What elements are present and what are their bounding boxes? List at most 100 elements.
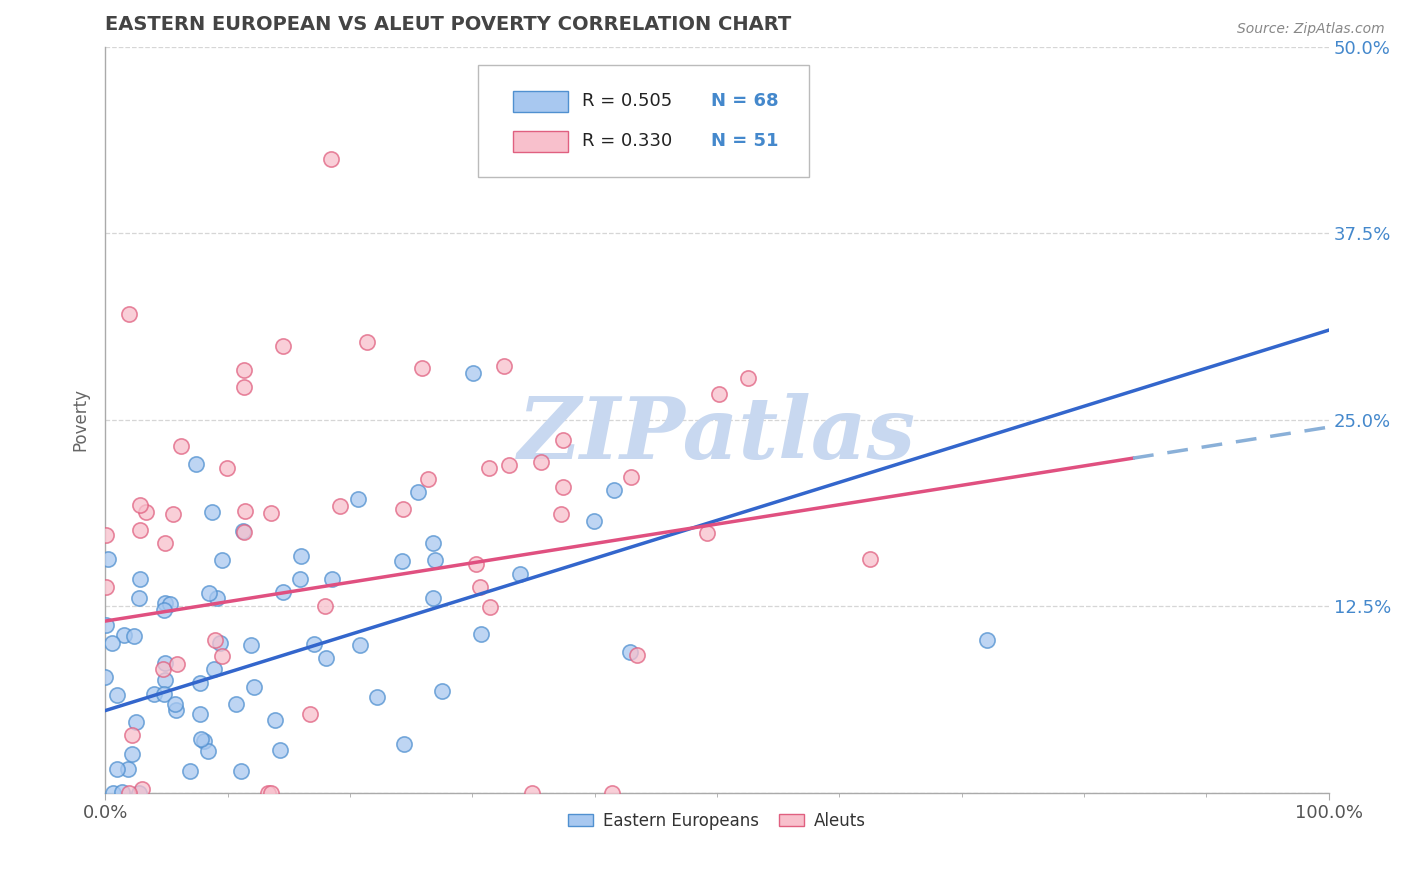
Point (479, 600, 502, 615)
Point (461, 367, 484, 381)
Point (321, 152, 343, 166)
Point (111, 785, 134, 799)
Point (582, 515, 605, 529)
Point (600, 786, 623, 800)
Point (128, 591, 150, 606)
Point (425, 552, 447, 566)
Point (166, 657, 188, 672)
Point (366, 690, 388, 704)
Point (859, 552, 882, 566)
Point (129, 498, 152, 512)
Text: Source: ZipAtlas.com: Source: ZipAtlas.com (1237, 22, 1385, 37)
Point (105, 688, 128, 702)
Point (197, 586, 219, 600)
Point (155, 535, 177, 549)
Point (264, 714, 287, 728)
Point (550, 507, 572, 521)
Point (243, 680, 266, 694)
Point (193, 734, 215, 748)
Point (271, 584, 294, 599)
Point (105, 762, 128, 776)
Text: N = 51: N = 51 (711, 132, 779, 151)
Point (416, 472, 439, 486)
Point (260, 506, 283, 520)
Point (135, 505, 157, 519)
Point (347, 491, 370, 506)
Point (96, 580, 118, 594)
Point (509, 567, 531, 582)
Point (406, 484, 429, 499)
Point (290, 549, 312, 563)
Point (215, 461, 238, 475)
Point (422, 591, 444, 606)
FancyBboxPatch shape (513, 91, 568, 112)
Point (422, 536, 444, 550)
Point (298, 706, 321, 721)
Point (153, 656, 176, 670)
Point (232, 379, 254, 393)
Legend: Eastern Europeans, Aleuts: Eastern Europeans, Aleuts (561, 805, 873, 837)
Point (153, 686, 176, 700)
Point (153, 673, 176, 687)
Point (492, 359, 515, 373)
Point (143, 687, 166, 701)
Point (233, 525, 256, 540)
Point (468, 580, 491, 594)
Point (165, 703, 187, 717)
Point (707, 386, 730, 401)
Point (288, 572, 311, 586)
Point (117, 762, 139, 776)
Point (211, 648, 233, 663)
Point (391, 554, 413, 568)
Point (411, 361, 433, 376)
Point (204, 633, 226, 648)
Text: R = 0.505: R = 0.505 (582, 92, 672, 110)
Point (229, 764, 252, 778)
Point (159, 597, 181, 611)
Point (602, 483, 624, 498)
Point (349, 638, 371, 652)
Point (131, 781, 153, 796)
Text: R = 0.330: R = 0.330 (582, 132, 672, 151)
Point (477, 461, 499, 475)
Point (128, 786, 150, 800)
Point (97, 552, 120, 566)
Point (271, 339, 294, 353)
Point (626, 648, 648, 662)
Point (520, 786, 543, 800)
Point (197, 744, 219, 758)
Text: ZIPatlas: ZIPatlas (517, 392, 917, 476)
Point (269, 743, 291, 757)
Point (162, 507, 184, 521)
Point (118, 307, 141, 321)
Point (211, 552, 233, 566)
Point (200, 505, 222, 519)
Point (232, 362, 254, 376)
Point (124, 629, 146, 643)
Point (94, 670, 117, 684)
Point (94, 527, 117, 541)
Y-axis label: Poverty: Poverty (72, 388, 89, 451)
Point (394, 738, 416, 752)
Point (128, 572, 150, 586)
Point (314, 599, 336, 613)
Text: EASTERN EUROPEAN VS ALEUT POVERTY CORRELATION CHART: EASTERN EUROPEAN VS ALEUT POVERTY CORREL… (105, 15, 792, 34)
Point (188, 676, 211, 690)
Point (976, 633, 998, 648)
Point (129, 523, 152, 537)
Point (94, 618, 117, 632)
Point (188, 706, 211, 721)
Point (256, 786, 278, 800)
Point (155, 596, 177, 610)
Point (153, 602, 176, 616)
Point (125, 714, 148, 729)
Point (498, 458, 520, 472)
Point (530, 455, 553, 469)
Point (184, 457, 207, 471)
Point (121, 747, 143, 761)
FancyBboxPatch shape (513, 131, 568, 152)
Point (235, 504, 257, 518)
Point (302, 636, 325, 650)
Point (737, 370, 759, 384)
Point (356, 334, 378, 349)
